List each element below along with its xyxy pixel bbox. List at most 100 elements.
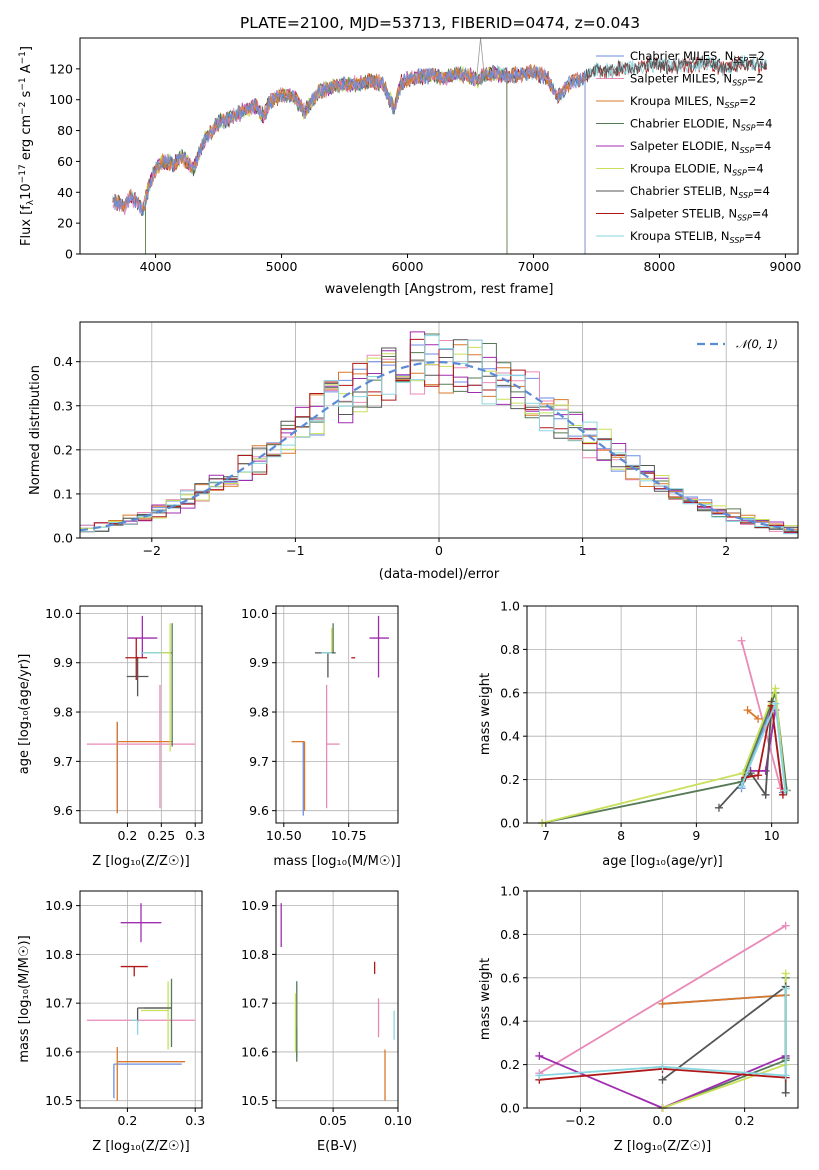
- mass-vs-Z-ytick-label: 10.7: [45, 996, 73, 1011]
- mass-vs-Z-panel: 0.2 0.3 10.5 10.6 10.7 10.8 10.9 Z [log₁₀(Z/Z☉)…: [17, 890, 205, 1154]
- mass-vs-Z-ytick-label: 10.8: [45, 947, 73, 962]
- weight-marker: [776, 784, 785, 793]
- weight-marker: [658, 999, 667, 1008]
- weight-marker: [771, 699, 780, 708]
- age-vs-mass-xtick-label: 10.75: [331, 828, 367, 843]
- spectrum-line: [112, 64, 586, 254]
- residuals-grid: −2 −1 0 1 2 0.0 0.1 0.2 0.3 0.4: [53, 322, 798, 558]
- weight-marker: [658, 1062, 667, 1071]
- residuals-ytick-label: 0.2: [53, 442, 73, 457]
- residuals-panel: −2 −1 0 1 2 0.0 0.1 0.2 0.3 0.4 𝒩(0, 1) (data-mod…: [28, 321, 799, 582]
- weight-vs-age-xlabel: age [log₁₀(age/yr)]: [602, 854, 723, 869]
- weight-marker: [714, 803, 723, 812]
- spectrum-xtick-label: 6000: [392, 259, 424, 274]
- age-vs-Z-ytick-label: 9.9: [53, 655, 73, 670]
- weight-line: [538, 924, 787, 1075]
- spectrum-legend-label: Salpeter MILES, NSSP=2: [630, 72, 764, 88]
- weight-line: [745, 705, 784, 795]
- mass-vs-EBV-panel: 0.05 0.10 10.5 10.6 10.7 10.8 10.9 E(B-V): [241, 890, 412, 1154]
- weight-vs-Z-ytick-label: 0.8: [500, 927, 520, 942]
- weight-marker: [761, 766, 770, 775]
- gaussian-curve: [79, 360, 799, 532]
- weight-marker: [739, 769, 748, 778]
- weight-line: [718, 701, 773, 809]
- age-vs-mass-ytick-label: 10.0: [241, 606, 269, 621]
- residuals-xtick-label: −1: [286, 543, 304, 558]
- spectrum-xtick-label: 8000: [644, 259, 676, 274]
- age-vs-Z-frame: [79, 605, 203, 824]
- weight-marker: [781, 786, 790, 795]
- residuals-xtick-label: 2: [722, 543, 730, 558]
- age-vs-Z-ytick-label: 9.7: [53, 754, 73, 769]
- weight-marker: [781, 921, 790, 930]
- mass-vs-Z-frame: [79, 890, 203, 1109]
- weight-marker: [658, 1075, 667, 1084]
- spectrum-xtick-label: 9000: [769, 259, 801, 274]
- weight-line: [662, 973, 787, 1109]
- weight-vs-age-panel: 7 8 9 10 0.0 0.2 0.4 0.6 0.8 1.0 age [log₁₀(age/yr…: [478, 599, 799, 869]
- weight-marker: [761, 790, 770, 799]
- spectrum-frame: [79, 37, 799, 255]
- spectrum-legend-label: Kroupa MILES, NSSP=2: [630, 94, 756, 110]
- weight-vs-Z-ytick-label: 0.4: [500, 1014, 520, 1029]
- spectrum-ylabel: Flux [fλ10−17 erg cm−2 s−1 A−1]: [18, 46, 36, 246]
- age-vs-Z-ytick-label: 10.0: [45, 606, 73, 621]
- mass-vs-EBV-ytick-label: 10.5: [241, 1093, 269, 1108]
- spectrum-legend-label: Salpeter STELIB, NSSP=4: [630, 207, 769, 223]
- weight-line: [740, 640, 782, 789]
- residuals-ytick-label: 0.0: [53, 531, 73, 546]
- mass-vs-Z-xtick-label: 0.3: [185, 1113, 205, 1128]
- weight-vs-age-ytick-label: 0.0: [500, 816, 520, 831]
- weight-vs-Z-xlabel: Z [log₁₀(Z/Z☉)]: [614, 1139, 711, 1154]
- spectrum-ytick-label: 60: [57, 154, 73, 169]
- spectrum-xtick-label: 4000: [140, 259, 172, 274]
- residuals-ytick-label: 0.1: [53, 486, 73, 501]
- weight-marker: [737, 636, 746, 645]
- residuals-xtick-label: −2: [143, 543, 161, 558]
- weight-line: [662, 994, 786, 1005]
- age-vs-mass-ytick-label: 9.7: [249, 754, 269, 769]
- weight-marker: [781, 1088, 790, 1097]
- gaussian-legend-label: 𝒩(0, 1): [736, 337, 778, 351]
- spectrum-ytick-label: 40: [57, 185, 73, 200]
- spectrum-legend-label: Kroupa STELIB, NSSP=4: [630, 229, 761, 245]
- age-vs-Z-ytick-label: 9.8: [53, 705, 73, 720]
- weight-marker: [781, 984, 790, 993]
- mass-vs-EBV-xtick-label: 0.05: [319, 1113, 347, 1128]
- spectrum-ytick-label: 80: [57, 123, 73, 138]
- mass-vs-Z-ylabel: mass [log₁₀(M/M☉)]: [17, 935, 32, 1062]
- weight-vs-age-xtick-label: 10: [764, 828, 780, 843]
- age-vs-Z-xlabel: Z [log₁₀(Z/Z☉)]: [92, 854, 189, 869]
- weight-vs-age-xtick-label: 7: [542, 828, 550, 843]
- weight-vs-age-ylabel: mass weight: [478, 673, 493, 755]
- spectrum-ticks: 4000 5000 6000 7000 8000 9000 0 20 40 60 80 100 120: [49, 61, 801, 274]
- residuals-xtick-label: 1: [579, 543, 587, 558]
- spectrum-ytick-label: 100: [49, 92, 73, 107]
- weight-vs-Z-xtick-label: 0.0: [653, 1113, 673, 1128]
- spectrum-xtick-label: 5000: [266, 259, 298, 274]
- residuals-xlabel: (data-model)/error: [379, 567, 500, 582]
- age-vs-mass-ytick-label: 9.8: [249, 705, 269, 720]
- spectrum-legend-label: Chabrier ELODIE, NSSP=4: [630, 117, 772, 133]
- weight-vs-age-ytick-label: 0.8: [500, 642, 520, 657]
- age-vs-Z-xtick-label: 0.25: [147, 828, 175, 843]
- mass-vs-Z-xtick-label: 0.2: [117, 1113, 137, 1128]
- weight-marker: [781, 969, 790, 978]
- weight-vs-age-ytick-label: 1.0: [500, 599, 520, 614]
- age-vs-mass-ytick-label: 9.6: [249, 803, 269, 818]
- age-vs-Z-xtick-label: 0.3: [185, 828, 205, 843]
- mass-vs-EBV-ytick-label: 10.7: [241, 996, 269, 1011]
- weight-marker: [535, 1051, 544, 1060]
- weight-vs-age-ytick-label: 0.6: [500, 685, 520, 700]
- weight-marker: [754, 771, 763, 780]
- weight-marker: [743, 706, 752, 715]
- spectrum-legend-label: Chabrier STELIB, NSSP=4: [630, 184, 770, 200]
- weight-marker: [535, 1071, 544, 1080]
- weight-vs-Z-ytick-label: 1.0: [500, 884, 520, 899]
- weight-line: [539, 988, 787, 1077]
- spectrum-legend-label: Kroupa ELODIE, NSSP=4: [630, 162, 764, 178]
- spectrum-panel: Chabrier MILES, NSSP=2 Salpeter MILES, NS…: [18, 37, 801, 297]
- weight-marker: [771, 684, 780, 693]
- age-vs-mass-panel: 10.50 10.75 9.6 9.7 9.8 9.9 10.0 mass [log₁₀(M/…: [241, 605, 401, 869]
- residuals-histogram: [80, 338, 798, 533]
